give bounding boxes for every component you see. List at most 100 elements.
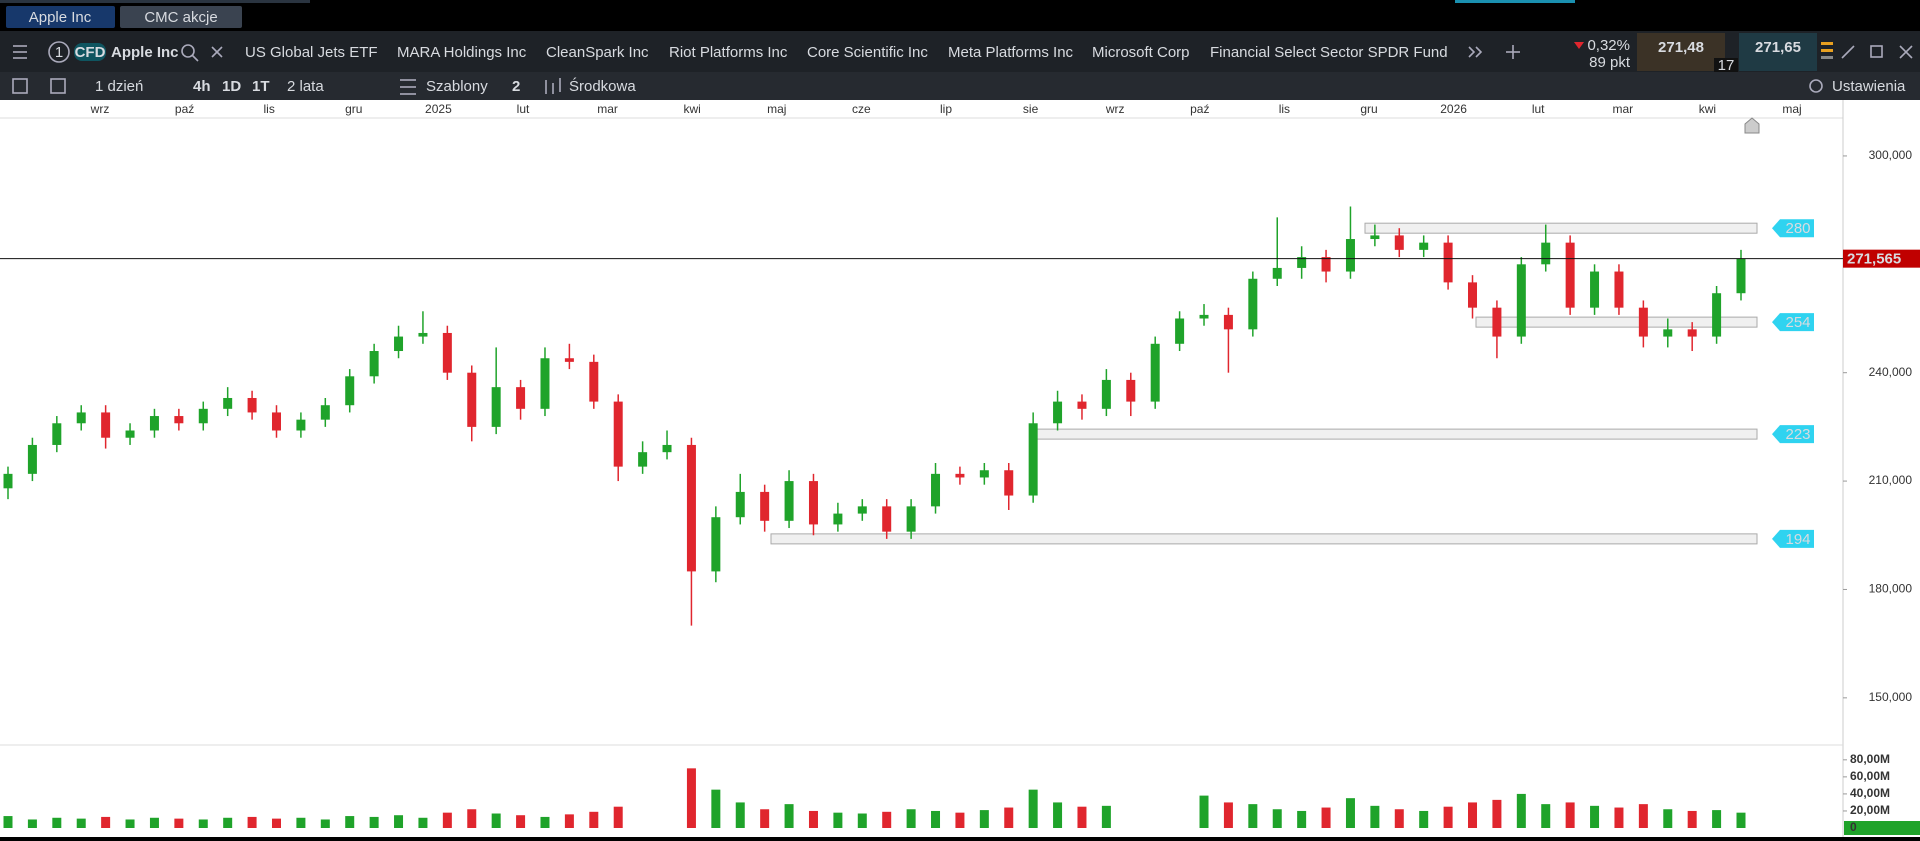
settings-icon[interactable]: [1809, 79, 1823, 93]
candle-body: [296, 419, 306, 431]
volume-bar: [1321, 807, 1331, 828]
x-tick-label: kwi: [684, 102, 701, 116]
watchlist-item[interactable]: Meta Platforms Inc: [948, 44, 1074, 61]
candle-body: [174, 416, 184, 424]
add-icon[interactable]: [1506, 45, 1520, 59]
marker[interactable]: [1744, 117, 1760, 134]
volume-bar: [906, 809, 916, 828]
templates-icon[interactable]: [400, 79, 416, 95]
buy-button[interactable]: [1739, 33, 1817, 71]
sell-button[interactable]: [1637, 33, 1725, 71]
sell-price[interactable]: 271,48: [1658, 39, 1704, 56]
volume-bar: [1687, 810, 1697, 828]
x-tick-label: gru: [345, 102, 362, 116]
tab[interactable]: [120, 6, 242, 28]
volume-bar: [1419, 810, 1429, 828]
range[interactable]: 2 lata: [287, 78, 324, 95]
candle-body: [369, 351, 379, 377]
volume-bar: [564, 814, 574, 828]
color-icon[interactable]: [1821, 42, 1833, 59]
tab-label[interactable]: Apple Inc: [29, 9, 92, 26]
window-icons[interactable]: [1841, 45, 1913, 59]
watchlist-item[interactable]: Riot Platforms Inc: [669, 44, 788, 61]
volume-bar: [1028, 789, 1038, 828]
menu-icon[interactable]: [13, 45, 27, 59]
watchlist-item[interactable]: US Global Jets ETF: [245, 44, 378, 61]
candle-body: [1297, 257, 1307, 268]
templates-count[interactable]: 2: [512, 78, 520, 95]
quick-interval[interactable]: 1T: [252, 78, 270, 95]
volume-bar: [1345, 798, 1355, 828]
candle-body: [442, 332, 452, 373]
volume-bar: [1370, 805, 1380, 828]
tab-label[interactable]: CMC akcje: [144, 9, 217, 26]
link-icon[interactable]: [48, 41, 70, 63]
candle-body: [198, 408, 208, 424]
volume-bar: [3, 816, 13, 828]
layout-icon[interactable]: [50, 78, 66, 94]
close-icon[interactable]: [211, 46, 223, 58]
templates[interactable]: Szablony: [426, 78, 488, 95]
y-tick-label: 150,000: [1869, 690, 1913, 704]
level-zone: [770, 533, 1758, 545]
level-label-box: [1772, 529, 1814, 548]
watchlist-item[interactable]: MARA Holdings Inc: [397, 44, 527, 61]
volume-bar: [1297, 810, 1307, 828]
candle-body: [833, 513, 843, 525]
x-tick-label: gru: [1360, 102, 1377, 116]
volume-bar: [125, 819, 135, 828]
candle-body: [1468, 282, 1478, 308]
candle-body: [1077, 401, 1087, 409]
tab[interactable]: [6, 6, 115, 28]
watchlist-item[interactable]: Microsoft Corp: [1092, 44, 1190, 61]
candle-body: [1736, 258, 1746, 294]
candle-body: [1248, 278, 1258, 330]
chart-type-icon[interactable]: [545, 78, 561, 94]
volume-bar: [1541, 804, 1551, 828]
volume-bar: [1663, 809, 1673, 828]
candle-body: [1223, 314, 1233, 330]
interval[interactable]: 1 dzień: [95, 78, 143, 95]
change: 0,32%: [1587, 37, 1630, 54]
candle-body: [1199, 314, 1209, 319]
last-price-box: [1843, 249, 1920, 268]
instrument-name[interactable]: Apple Inc: [111, 44, 179, 61]
volume-bar: [271, 818, 281, 828]
spread: 17: [1718, 57, 1735, 74]
level-label-box: [1772, 219, 1814, 238]
volume-tick-label: 0: [1850, 820, 1857, 834]
volume-bar: [1443, 806, 1453, 828]
x-tick-label: lip: [940, 102, 952, 116]
x-tick-label: kwi: [1699, 102, 1716, 116]
more-icon[interactable]: [1468, 46, 1483, 58]
candle-body: [540, 358, 550, 409]
candle-body: [1638, 307, 1648, 337]
volume-bar: [149, 817, 159, 828]
candle-body: [345, 376, 355, 406]
chart-type[interactable]: Środkowa: [569, 77, 636, 95]
quick-interval[interactable]: 1D: [222, 78, 241, 95]
candle-body: [320, 405, 330, 420]
volume-bar: [979, 810, 989, 828]
panel-icon[interactable]: [12, 78, 28, 94]
volume-bar: [735, 802, 745, 828]
volume-bar: [1004, 807, 1014, 828]
link-number[interactable]: 1: [55, 44, 63, 61]
x-tick-label: paź: [1190, 102, 1209, 116]
x-tick-label: maj: [767, 102, 786, 116]
volume-bar: [52, 817, 62, 828]
volume-bar: [247, 816, 257, 828]
y-tick-label: 180,000: [1869, 582, 1913, 596]
watchlist-item[interactable]: Financial Select Sector SPDR Fund: [1210, 44, 1448, 61]
volume-bar: [589, 811, 599, 828]
watchlist-item[interactable]: CleanSpark Inc: [546, 44, 649, 61]
volume-bar: [1638, 804, 1648, 828]
buy-price[interactable]: 271,65: [1755, 39, 1801, 56]
settings[interactable]: Ustawienia: [1832, 78, 1906, 95]
watchlist-item[interactable]: Core Scientific Inc: [807, 44, 928, 61]
search-icon[interactable]: [181, 44, 199, 62]
candle-body: [1004, 470, 1014, 496]
volume-bar: [686, 768, 696, 828]
quick-interval[interactable]: 4h: [193, 78, 211, 95]
